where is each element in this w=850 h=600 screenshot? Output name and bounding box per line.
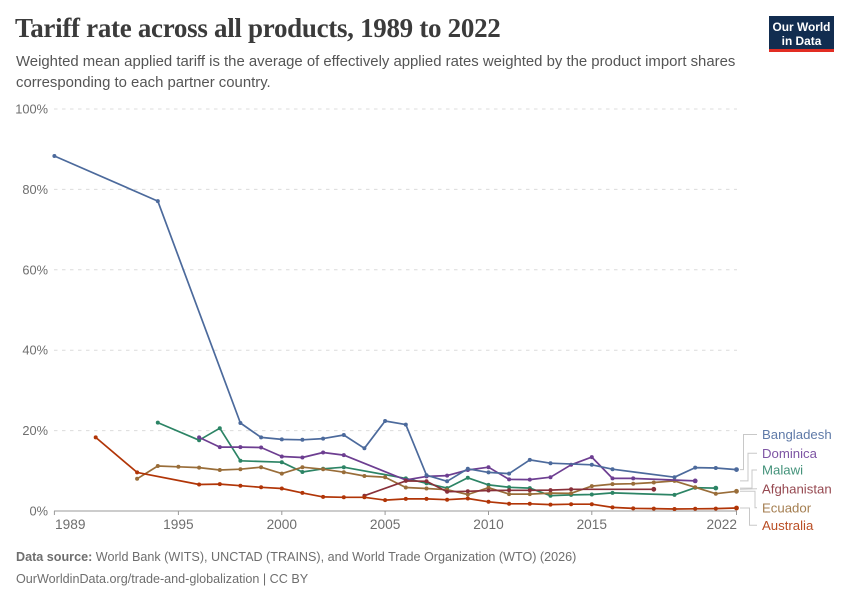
svg-text:60%: 60% — [22, 262, 48, 277]
svg-text:1995: 1995 — [163, 517, 194, 532]
svg-text:Australia: Australia — [762, 518, 814, 533]
svg-text:2000: 2000 — [267, 517, 298, 532]
svg-text:2010: 2010 — [473, 517, 504, 532]
svg-text:0%: 0% — [30, 504, 49, 519]
svg-text:Dominica: Dominica — [762, 446, 818, 461]
svg-text:2022: 2022 — [707, 517, 737, 532]
svg-text:Ecuador: Ecuador — [762, 501, 812, 516]
svg-text:Afghanistan: Afghanistan — [762, 481, 832, 496]
svg-text:100%: 100% — [15, 102, 48, 117]
svg-text:2015: 2015 — [577, 517, 608, 532]
svg-text:80%: 80% — [22, 182, 48, 197]
svg-text:Bangladesh: Bangladesh — [762, 427, 832, 442]
svg-text:2005: 2005 — [370, 517, 401, 532]
svg-text:Malawi: Malawi — [762, 463, 803, 478]
svg-text:40%: 40% — [22, 343, 48, 358]
svg-text:1989: 1989 — [55, 517, 85, 532]
svg-text:20%: 20% — [22, 423, 48, 438]
